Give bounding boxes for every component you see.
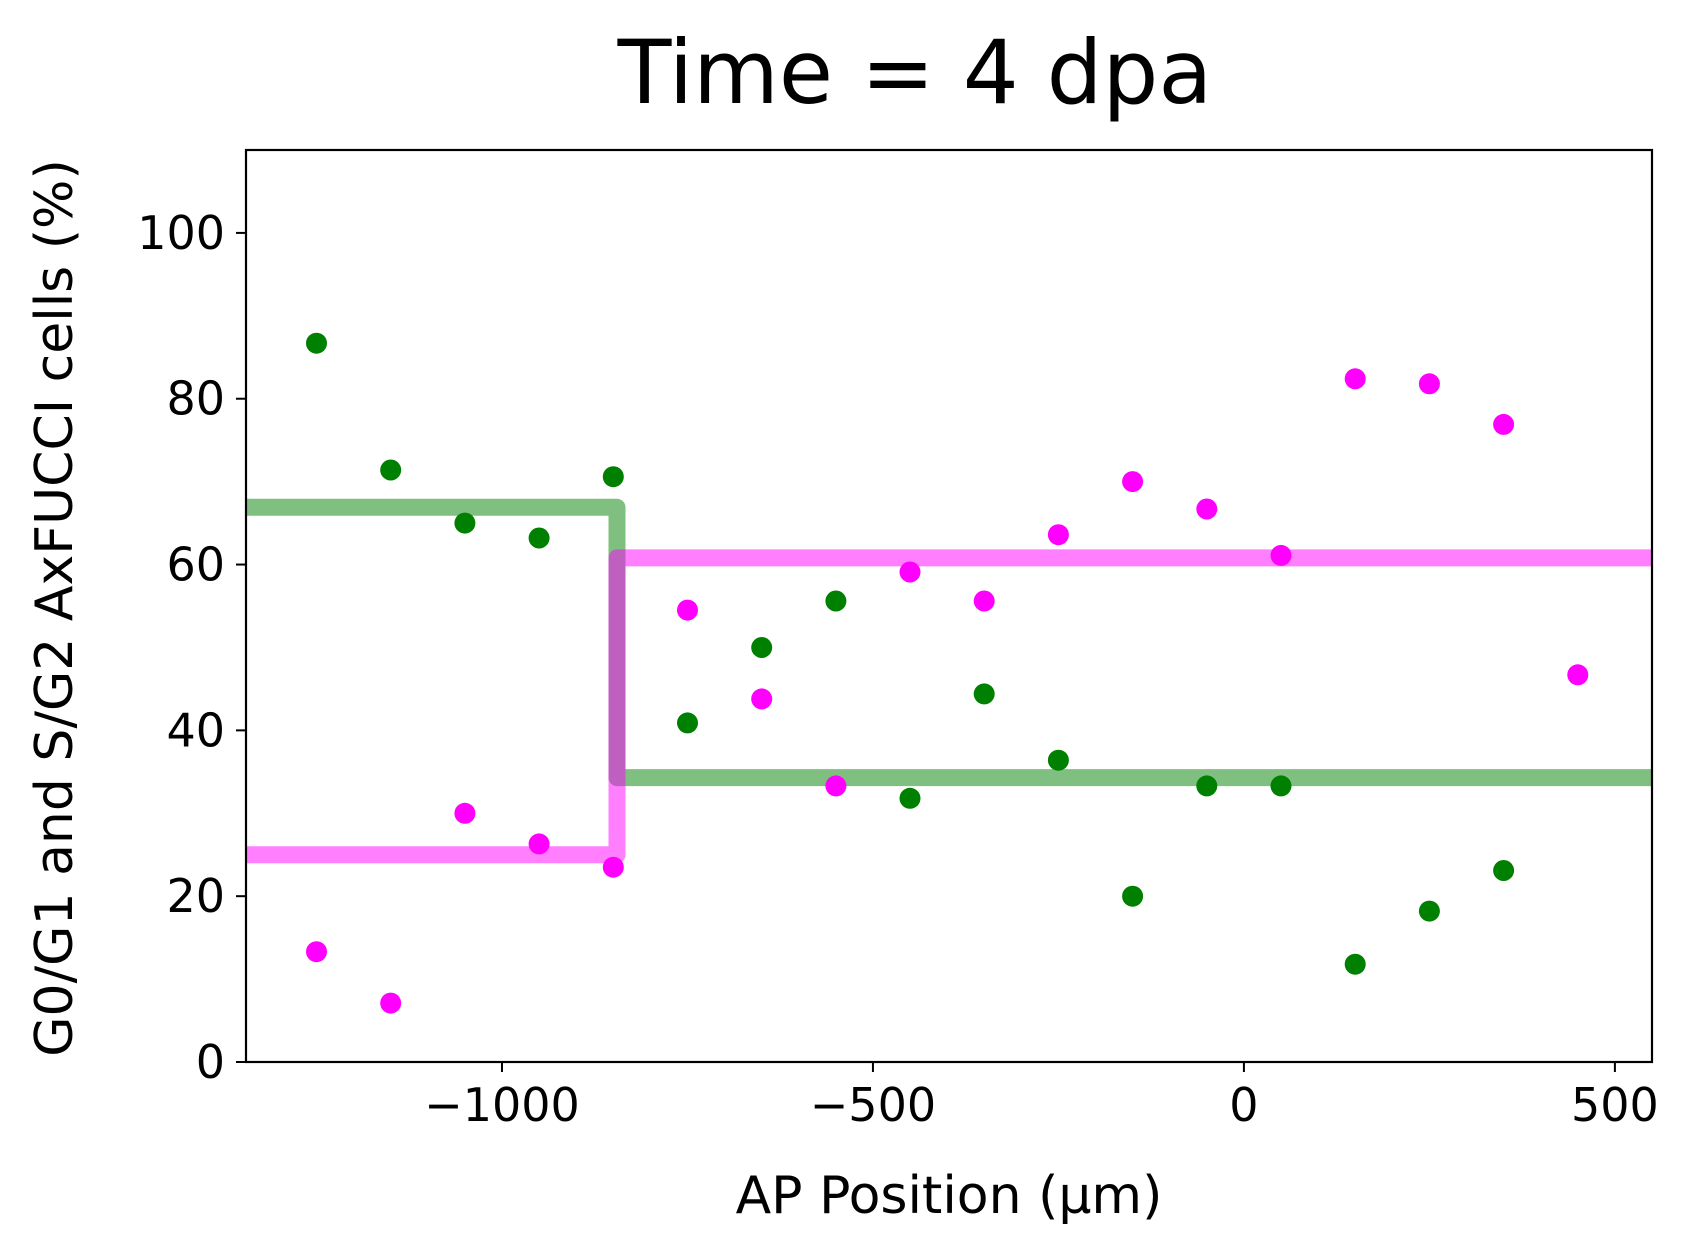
x-tick-label: −500: [810, 1078, 936, 1132]
x-axis-label: AP Position (μm): [736, 1166, 1163, 1226]
data-point: [1270, 544, 1292, 566]
data-point: [1122, 885, 1144, 907]
data-point: [528, 833, 550, 855]
plot-frame: [244, 148, 1654, 1064]
data-point: [602, 466, 624, 488]
data-point: [306, 941, 327, 963]
chart-title: Time = 4 dpa: [617, 21, 1213, 124]
data-point: [380, 992, 402, 1014]
data-point: [677, 599, 698, 621]
data-point: [1344, 953, 1366, 975]
data-point: [1270, 775, 1292, 797]
x-axis: −1000 −500 0 500: [424, 1062, 1659, 1132]
data-point: [1047, 749, 1069, 771]
scatter-points: [306, 332, 1589, 1014]
data-point: [751, 688, 773, 710]
data-point: [899, 787, 921, 809]
data-point: [1493, 860, 1515, 881]
data-point: [751, 637, 773, 658]
data-point: [454, 512, 476, 534]
x-tick-label: 0: [1229, 1078, 1258, 1132]
data-point: [899, 561, 921, 583]
data-point: [825, 590, 847, 612]
y-tick-label: 80: [166, 372, 225, 426]
data-point: [454, 802, 476, 824]
data-point: [528, 527, 550, 549]
y-tick-label: 20: [166, 869, 225, 923]
data-point: [306, 332, 327, 354]
data-point: [973, 590, 995, 612]
x-tick-label: 500: [1571, 1078, 1659, 1132]
step-lines: [246, 498, 1652, 864]
data-point: [602, 856, 624, 878]
x-tick-label: −1000: [424, 1078, 580, 1132]
data-point: [1493, 413, 1515, 435]
y-tick-label: 40: [166, 703, 225, 757]
step-line-3: [246, 549, 1652, 864]
y-axis: 0 20 40 60 80 100: [137, 206, 246, 1089]
data-point: [1196, 775, 1218, 797]
y-tick-label: 60: [166, 538, 225, 592]
data-point: [1418, 373, 1440, 395]
data-point: [1567, 664, 1589, 686]
data-point: [1122, 471, 1144, 493]
data-point: [677, 712, 698, 734]
data-point: [1047, 524, 1069, 546]
data-point: [1418, 900, 1440, 922]
data-point: [1196, 498, 1218, 520]
y-tick-label: 100: [137, 206, 225, 260]
y-axis-label: G0/G1 and S/G2 AxFUCCI cells (%): [25, 159, 85, 1056]
plot-area: [244, 148, 1654, 1064]
data-point: [973, 683, 995, 705]
data-point: [825, 775, 847, 797]
data-point: [380, 459, 402, 481]
y-tick-label: 0: [196, 1035, 225, 1089]
step-line-2: [246, 498, 1652, 787]
data-point: [1344, 368, 1366, 390]
